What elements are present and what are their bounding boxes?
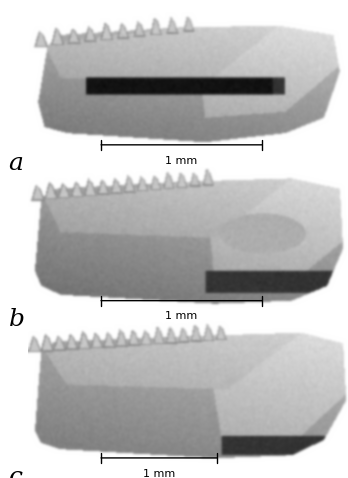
- Text: 1 mm: 1 mm: [165, 155, 198, 165]
- Text: b: b: [9, 308, 25, 331]
- Text: c: c: [9, 466, 23, 478]
- Text: 1 mm: 1 mm: [143, 468, 175, 478]
- Text: 1 mm: 1 mm: [165, 311, 198, 321]
- Text: a: a: [9, 152, 24, 175]
